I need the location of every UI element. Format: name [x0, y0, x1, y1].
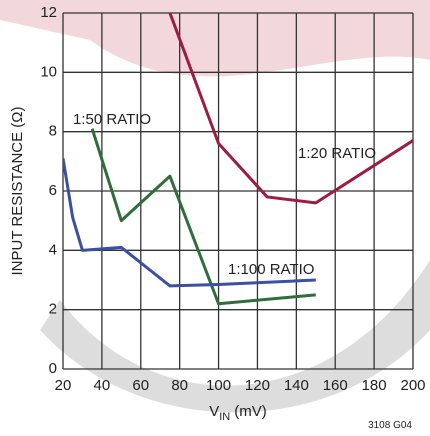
x-tick-label: 40 — [94, 377, 111, 394]
y-tick-label: 0 — [49, 360, 57, 377]
watermark — [0, 0, 430, 413]
x-tick-label: 200 — [400, 377, 425, 394]
series-label: 1:20 RATIO — [298, 145, 376, 162]
x-tick-label: 20 — [55, 377, 72, 394]
series-label: 1:50 RATIO — [73, 111, 151, 128]
y-tick-label: 6 — [49, 182, 57, 199]
series-label: 1:100 RATIO — [228, 261, 314, 278]
x-tick-label: 60 — [132, 377, 149, 394]
series-line — [168, 13, 413, 205]
y-tick-label: 2 — [49, 301, 57, 318]
x-tick-label: 80 — [171, 377, 188, 394]
x-tick-label: 160 — [323, 377, 348, 394]
y-tick-label: 12 — [40, 4, 57, 21]
y-axis-title: INPUT RESISTANCE (Ω) — [9, 106, 26, 275]
series-line — [90, 128, 316, 306]
x-tick-label: 140 — [284, 377, 309, 394]
y-tick-label: 8 — [49, 123, 57, 140]
x-axis-title-unit: (mV) — [234, 403, 267, 420]
x-axis-title-main: V — [209, 403, 219, 420]
x-tick-label: 180 — [362, 377, 387, 394]
series-line — [63, 158, 316, 288]
plot-lines — [63, 13, 413, 306]
x-tick-label: 120 — [245, 377, 270, 394]
x-axis-title-subscript: IN — [219, 411, 230, 423]
y-tick-label: 10 — [40, 63, 57, 80]
y-tick-label: 4 — [49, 241, 57, 258]
x-tick-label: 100 — [206, 377, 231, 394]
x-axis-title: VIN (mV) — [209, 403, 267, 423]
footnote: 3108 G04 — [368, 420, 412, 431]
